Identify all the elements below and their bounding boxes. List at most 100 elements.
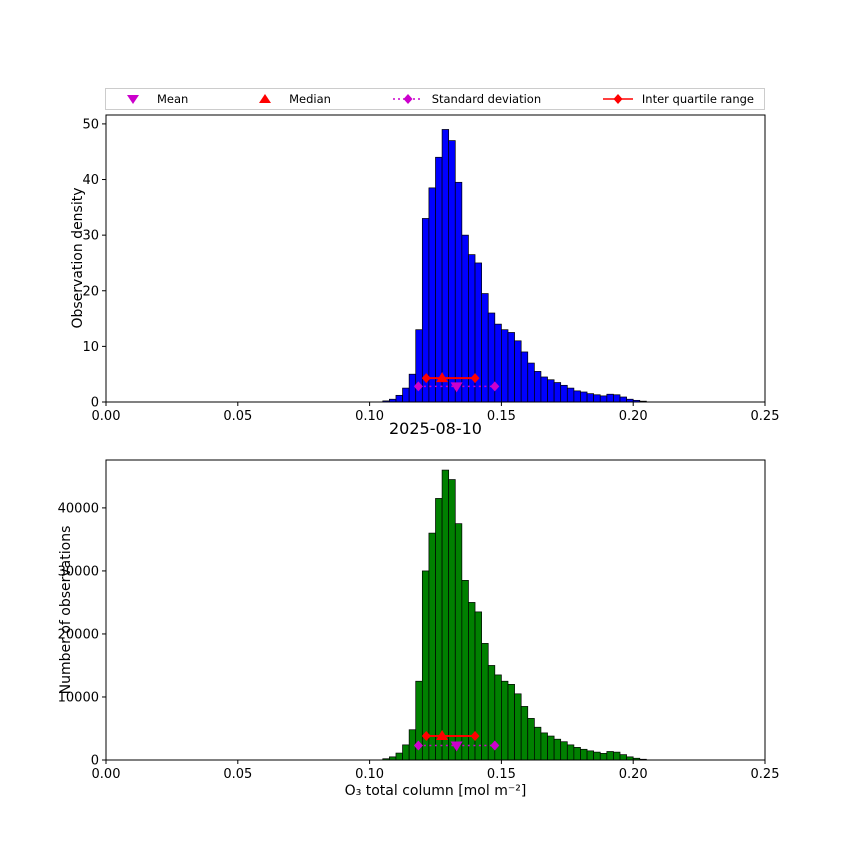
histogram-bar [514,693,522,761]
histogram-bar [560,384,568,403]
observation-density-histogram: 0.00 0.05 0.10 0.15 0.20 0.25 0 10 20 30 40 50 [82,114,780,424]
histogram-bar [395,752,403,761]
legend-item-median: Median [248,92,331,106]
diamond-marker [421,731,431,742]
histogram-bar [441,469,450,761]
histogram-bar [514,340,522,403]
histogram-bar [454,181,463,403]
histogram-bar [448,140,456,403]
median-marker [436,372,449,383]
legend-label-mean: Mean [157,92,189,106]
histogram-bar [435,156,443,403]
histogram-bar [553,738,562,761]
histogram-bar [507,684,515,761]
y-tick-label: 50 [82,117,99,132]
histogram-bar [586,750,595,761]
y-axis-label-top: Observation density [70,187,86,329]
legend-diamond [613,94,623,104]
x-tick-label: 0.05 [223,409,252,424]
y-tick-label: 10000 [58,690,99,705]
x-axis-label: O₃ total column [mol m⁻²] [344,783,527,799]
histogram-bar [428,532,436,761]
histogram-bar [606,393,614,403]
mean-marker [450,382,463,393]
x-tick-label: 0.15 [487,767,516,782]
histogram-bar [527,362,535,403]
legend-item-standard-deviation: Standard deviation [391,92,541,106]
legend-triangle-up [259,94,272,103]
histogram-bar [566,744,575,761]
histogram-bar [448,479,456,761]
histogram-bar [441,129,450,403]
diamond-marker [413,740,423,751]
histogram-bar [586,393,595,403]
y-tick-label: 0 [91,754,99,769]
axes-frame [105,459,766,761]
legend: Mean Median Standard deviation Inter qua… [105,88,765,110]
median-marker [436,730,449,741]
legend-label-standard-deviation: Standard deviation [431,92,542,106]
histogram-bar [454,523,463,761]
histogram-bar [533,726,542,761]
histogram-bar [566,387,575,403]
histogram-bar [520,351,529,403]
histogram-bar [435,498,443,761]
diamond-marker [470,373,480,384]
diamond-marker [490,740,500,751]
diamond-marker [470,731,480,742]
histogram-bar [599,753,608,761]
diamond-marker [421,373,431,384]
histogram-bar [402,744,410,761]
histogram-bar [580,748,588,761]
x-tick-label: 0.00 [92,409,121,424]
figure-title: 2025-08-10 [389,419,482,438]
x-tick-label: 0.25 [751,409,780,424]
histogram-bar [415,329,423,403]
histogram-bar [540,732,548,761]
iqr-marker-icon [601,92,635,106]
histogram-bar [501,329,509,403]
legend-item-mean: Mean [116,92,188,106]
legend-diamond [403,94,413,104]
histogram-bar [547,735,555,761]
y-tick-label: 30 [82,229,99,244]
x-tick-label: 0.20 [619,409,648,424]
y-tick-label: 40000 [58,501,99,516]
legend-label-median: Median [289,92,331,106]
x-tick-label: 0.05 [223,767,252,782]
histogram-bar [619,396,627,403]
histogram-bar [573,747,581,761]
histogram-bar [421,570,430,761]
histogram-bar [481,643,489,761]
histogram-bar [540,376,548,403]
diamond-marker [490,381,500,392]
histogram-bar [402,387,410,403]
histogram-bar [593,394,601,403]
y-axis-label-bottom: Number of observations [58,525,74,695]
y-tick-label: 40 [82,173,99,188]
histogram-bar [573,390,581,403]
histogram-bar [533,371,542,403]
x-tick-label: 0.20 [619,767,648,782]
x-tick-label: 0.10 [355,409,384,424]
y-tick-label: 0 [91,396,99,411]
legend-triangle-down [127,95,139,104]
histogram-bar [461,234,469,403]
x-tick-label: 0.00 [92,767,121,782]
axes-frame [105,114,766,403]
diamond-marker [413,381,423,392]
y-tick-label: 20000 [58,627,99,642]
histogram-bar [547,379,555,403]
histogram-bar [395,394,403,403]
histogram-bar [593,751,601,761]
mean-marker-icon [116,92,150,106]
histogram-bar [501,680,509,761]
median-marker-icon [248,92,282,106]
histogram-bar [560,741,568,761]
number-of-observations-histogram: 0.00 0.05 0.10 0.15 0.20 0.25 0 10000 20000 30000… [58,459,779,782]
histogram-bar [599,395,608,403]
histogram-bar [553,382,562,403]
histogram-bar [428,187,436,403]
